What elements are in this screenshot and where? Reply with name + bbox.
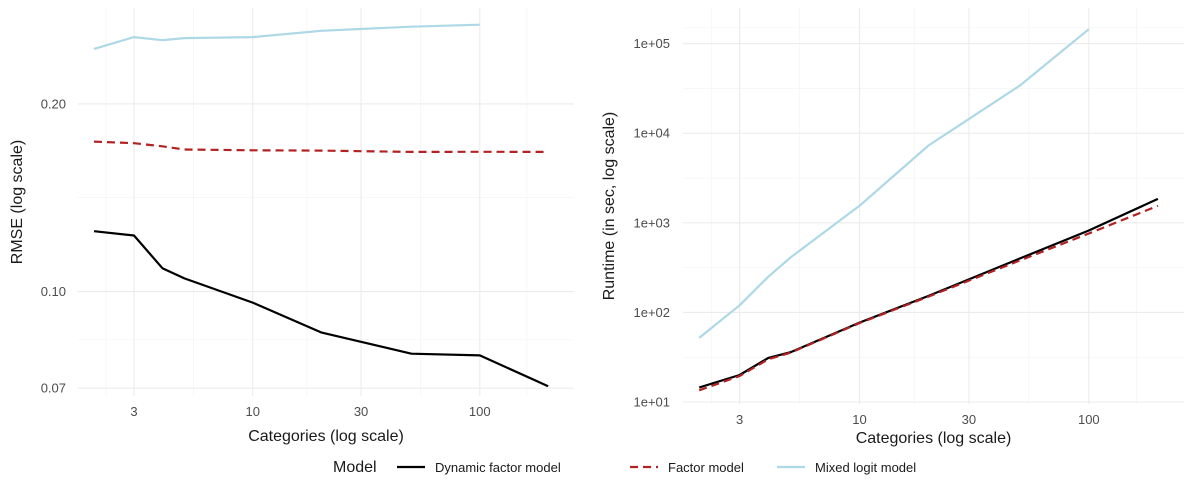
- y-tick-label: 0.10: [41, 284, 66, 299]
- rmse-panel: 3 10 30 100 0.07 0.10 0.20 Categories (log scal…: [9, 8, 574, 445]
- legend-label: Mixed logit model: [815, 460, 916, 475]
- y-tick-label: 1e+04: [633, 126, 670, 141]
- legend-item: Mixed logit model: [777, 460, 916, 475]
- y-tick-label: 1e+01: [633, 395, 670, 410]
- legend: Model Dynamic factor model Factor model Mi…: [333, 459, 916, 476]
- x-tick-label: 3: [130, 404, 137, 419]
- runtime-panel: 3 10 30 100 1e+01 1e+02 1e+03 1e+04 1e+05 Categor…: [601, 8, 1184, 447]
- series-line-mixed-logit-model: [698, 28, 1090, 339]
- series-line-factor-model: [698, 204, 1159, 392]
- legend-item: Dynamic factor model: [397, 460, 561, 475]
- x-tick-label: 10: [245, 404, 259, 419]
- x-tick-label: 30: [962, 412, 976, 427]
- y-axis-title: Runtime (in sec, log scale): [601, 112, 618, 301]
- legend-label: Factor model: [668, 460, 744, 475]
- series-line-mixed-logit-model: [93, 23, 480, 50]
- x-axis-title: Categories (log scale): [856, 430, 1012, 447]
- series-line-factor-model: [93, 140, 549, 153]
- series-line-dynamic-factor-model: [93, 230, 549, 388]
- legend-title: Model: [333, 459, 377, 476]
- y-tick-label: 1e+02: [633, 305, 670, 320]
- legend-label: Dynamic factor model: [435, 460, 561, 475]
- y-axis-title: RMSE (log scale): [9, 140, 26, 264]
- y-tick-label: 1e+05: [633, 36, 670, 51]
- x-tick-label: 100: [1078, 412, 1100, 427]
- y-tick-label: 0.07: [41, 381, 66, 396]
- y-tick-label: 1e+03: [633, 215, 670, 230]
- x-tick-label: 3: [736, 412, 743, 427]
- x-tick-label: 10: [852, 412, 866, 427]
- y-tick-label: 0.20: [41, 96, 66, 111]
- x-axis-title: Categories (log scale): [248, 428, 404, 445]
- x-tick-label: 30: [354, 404, 368, 419]
- x-tick-label: 100: [469, 404, 491, 419]
- legend-item: Factor model: [630, 460, 744, 475]
- gridlines: [683, 8, 1184, 404]
- gridlines: [78, 8, 574, 396]
